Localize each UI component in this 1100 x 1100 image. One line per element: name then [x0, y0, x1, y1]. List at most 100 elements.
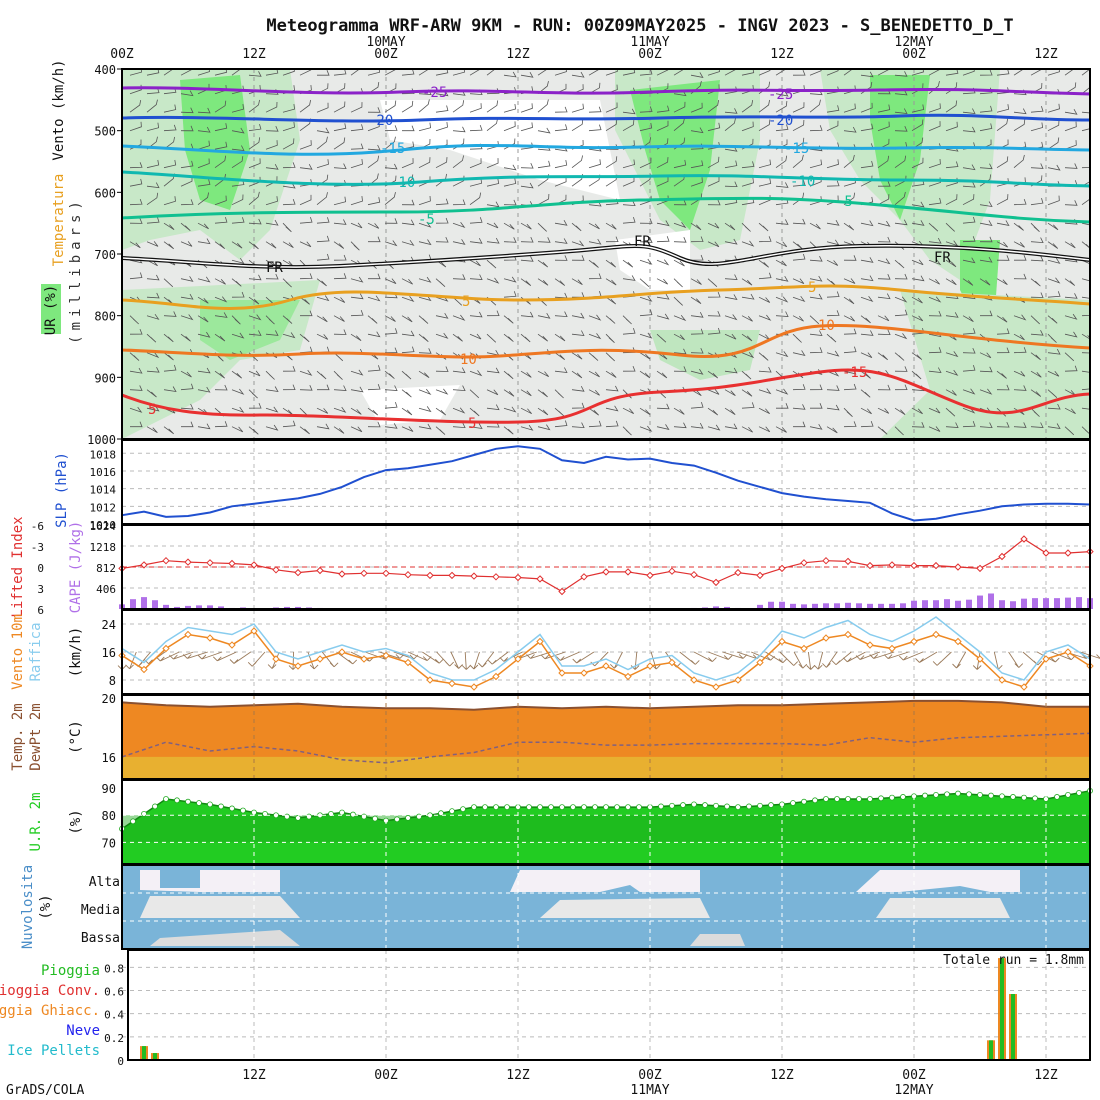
wind-barb — [384, 218, 398, 224]
li-point — [800, 559, 808, 567]
wind-barb — [1081, 296, 1090, 299]
wind-barb — [146, 241, 159, 247]
wind-barb — [673, 314, 687, 322]
wind-barb — [605, 222, 617, 230]
wind-barb — [401, 389, 412, 398]
wind-barb — [996, 315, 1008, 323]
wind-barb — [979, 174, 992, 187]
wind-barb — [554, 352, 565, 361]
wind-barb — [317, 70, 330, 76]
wind-barb — [180, 107, 194, 114]
wind-barb — [418, 122, 432, 132]
wind-barb — [792, 278, 805, 284]
rh2m-point — [295, 815, 301, 821]
wind-barb — [741, 161, 755, 169]
rh2m-point — [185, 798, 191, 805]
wind-barb — [316, 159, 329, 169]
li-point — [734, 568, 742, 577]
wind-barb — [486, 259, 497, 269]
cape-bar — [999, 600, 1005, 609]
dewpoint-area — [122, 756, 1090, 779]
wind10m-point — [360, 655, 368, 663]
wind-barb — [962, 347, 976, 354]
wind-barb — [1013, 370, 1026, 377]
wind-barb — [1013, 422, 1027, 428]
wind-barb — [1064, 82, 1077, 95]
wind10m-barb — [822, 651, 838, 668]
li-tick-label: -6 — [31, 520, 44, 533]
wind-barb — [163, 278, 174, 288]
wind-barb — [486, 178, 500, 187]
cape-tick-label: 1624 — [90, 520, 117, 533]
wind-barb — [231, 241, 243, 249]
wind-barb — [384, 125, 398, 132]
dry-zone — [360, 385, 460, 425]
wind-barb — [826, 180, 840, 187]
wind-barb — [333, 352, 344, 362]
rh2m-point — [1010, 794, 1016, 800]
wind-barb — [1081, 128, 1090, 132]
wind-barb — [758, 119, 771, 132]
wind-barb — [418, 423, 432, 430]
wind-barb — [792, 69, 806, 76]
wind-barb — [809, 423, 823, 430]
rh2m-point — [713, 802, 719, 809]
wind-barb — [435, 388, 449, 395]
wind-barb — [435, 198, 449, 206]
wind-barb — [639, 69, 653, 76]
wind-barb — [1047, 222, 1059, 231]
rh2m-point — [878, 795, 884, 802]
wind-barb — [486, 333, 497, 343]
wind-barb — [1081, 259, 1090, 265]
rh2m-point — [537, 804, 543, 810]
date-label: 11MAY — [630, 1083, 669, 1098]
date-label: 12MAY — [894, 35, 933, 50]
isotherm-label: 10 — [460, 352, 477, 368]
wind-barb — [979, 236, 993, 243]
wind-barb — [1064, 331, 1078, 338]
wind-barb — [809, 315, 820, 325]
wind-barb — [724, 181, 738, 188]
wind-barb — [877, 121, 890, 132]
wind10m-point — [646, 662, 654, 670]
date-label: 12MAY — [894, 1083, 933, 1098]
wind-barb — [469, 370, 483, 377]
wind-barb — [299, 333, 310, 343]
wind-barb — [350, 69, 361, 76]
wind-barb — [588, 273, 602, 280]
wind-barb — [775, 182, 789, 188]
wind-barb — [758, 236, 772, 243]
wind-barb — [367, 365, 381, 372]
wind10m-point — [228, 641, 236, 649]
wind-barb — [537, 333, 548, 342]
li-point — [976, 564, 984, 573]
rh2m-point — [460, 806, 466, 813]
wind-barb — [996, 328, 1010, 335]
li-point — [1042, 549, 1050, 557]
rh2m-point — [801, 798, 807, 805]
wind-barb — [860, 160, 874, 169]
cape-tick-label: 406 — [96, 583, 116, 596]
wind-barb — [418, 69, 430, 76]
wind-barb — [724, 294, 738, 300]
wind-barb — [1064, 241, 1076, 249]
wind-barb — [282, 104, 296, 113]
wind-barb — [333, 426, 345, 434]
isotherm-label: 5 — [148, 402, 156, 418]
wind10m-barb — [212, 651, 237, 662]
cape-bar — [141, 597, 147, 609]
wind-barb — [1047, 370, 1060, 377]
wind-barb — [435, 259, 447, 268]
wind-barb — [588, 159, 601, 169]
wind-barb — [707, 407, 719, 416]
li-axis-label: Lifted Index — [10, 516, 26, 617]
wind-barb — [605, 236, 619, 243]
cape-bar — [1054, 598, 1060, 609]
wind-barb — [282, 69, 295, 76]
wind10m-points — [118, 627, 1094, 691]
dewpoint-axis-label: DewPt 2m — [28, 703, 44, 770]
wind-barb — [996, 370, 1007, 379]
wind-barb — [1013, 108, 1027, 115]
wind-barb — [384, 401, 398, 409]
wind-barb — [945, 121, 958, 132]
